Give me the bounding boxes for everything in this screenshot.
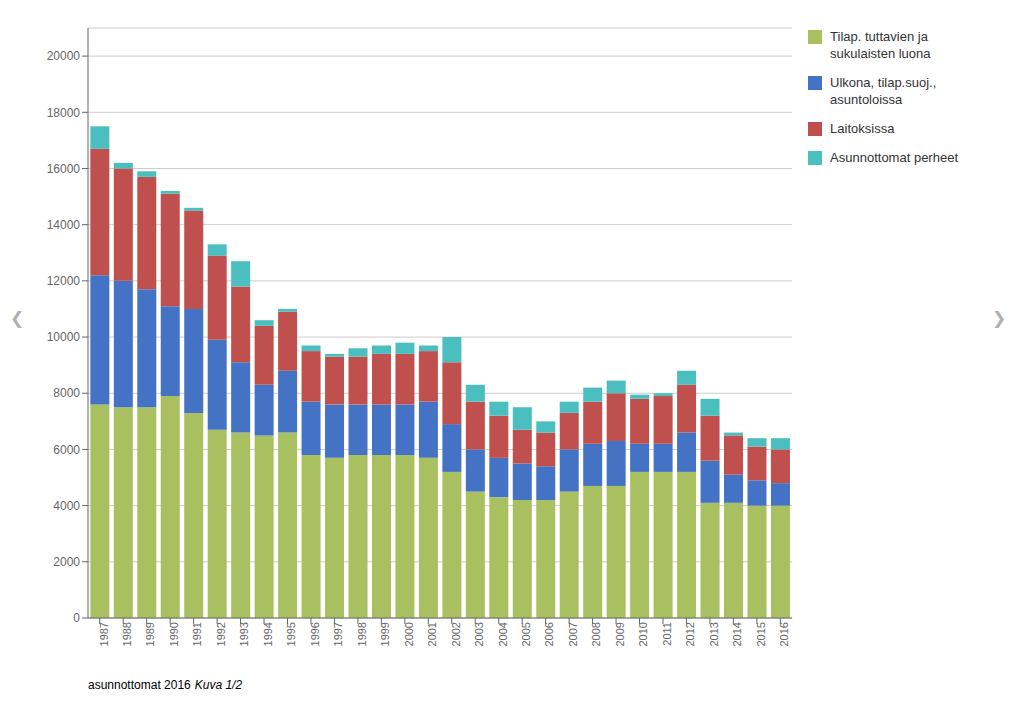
- svg-text:2016: 2016: [778, 622, 790, 646]
- svg-text:1988: 1988: [121, 622, 133, 646]
- svg-text:2009: 2009: [614, 622, 626, 646]
- svg-text:0: 0: [73, 611, 80, 625]
- svg-text:16000: 16000: [47, 162, 81, 176]
- svg-text:1998: 1998: [356, 622, 368, 646]
- svg-text:1987: 1987: [98, 622, 110, 646]
- svg-text:2003: 2003: [473, 622, 485, 646]
- svg-text:1995: 1995: [285, 622, 297, 646]
- svg-text:1996: 1996: [309, 622, 321, 646]
- svg-text:2000: 2000: [53, 555, 80, 569]
- svg-text:1999: 1999: [379, 622, 391, 646]
- svg-text:1989: 1989: [144, 622, 156, 646]
- svg-text:2013: 2013: [708, 622, 720, 646]
- html-text:Asunnottomat perheet: Asunnottomat perheet: [830, 150, 958, 165]
- svg-text:2006: 2006: [543, 622, 555, 646]
- svg-text:18000: 18000: [47, 106, 81, 120]
- svg-text:2010: 2010: [637, 622, 649, 646]
- html-text:Laitoksissa: Laitoksissa: [830, 121, 895, 136]
- svg-text:1990: 1990: [168, 622, 180, 646]
- svg-text:1992: 1992: [215, 622, 227, 646]
- svg-text:2015: 2015: [755, 622, 767, 646]
- html-text:asunnottomat 2016 Kuva 1/2: asunnottomat 2016 Kuva 1/2: [88, 678, 243, 692]
- svg-text:2011: 2011: [661, 622, 673, 646]
- html-text:Tilap. tuttavien ja sukulaiste: Tilap. tuttavien ja sukulaisten luona: [830, 29, 931, 61]
- svg-text:12000: 12000: [47, 274, 81, 288]
- svg-text:2007: 2007: [567, 622, 579, 646]
- svg-text:1994: 1994: [262, 622, 274, 646]
- svg-text:1993: 1993: [238, 622, 250, 646]
- svg-text:6000: 6000: [53, 443, 80, 457]
- svg-text:14000: 14000: [47, 218, 81, 232]
- svg-text:2001: 2001: [426, 622, 438, 646]
- svg-text:2002: 2002: [450, 622, 462, 646]
- svg-text:2012: 2012: [684, 622, 696, 646]
- svg-text:2005: 2005: [520, 622, 532, 646]
- html-text:Ulkona, tilap.suoj., asuntoloi: Ulkona, tilap.suoj., asuntoloissa: [830, 75, 937, 107]
- svg-text:1997: 1997: [332, 622, 344, 646]
- svg-text:1991: 1991: [191, 622, 203, 646]
- svg-text:2000: 2000: [403, 622, 415, 646]
- svg-text:4000: 4000: [53, 499, 80, 513]
- svg-text:8000: 8000: [53, 386, 80, 400]
- svg-text:10000: 10000: [47, 330, 81, 344]
- svg-text:2008: 2008: [590, 622, 602, 646]
- svg-text:2004: 2004: [497, 622, 509, 646]
- svg-text:2014: 2014: [731, 622, 743, 646]
- svg-text:20000: 20000: [47, 49, 81, 63]
